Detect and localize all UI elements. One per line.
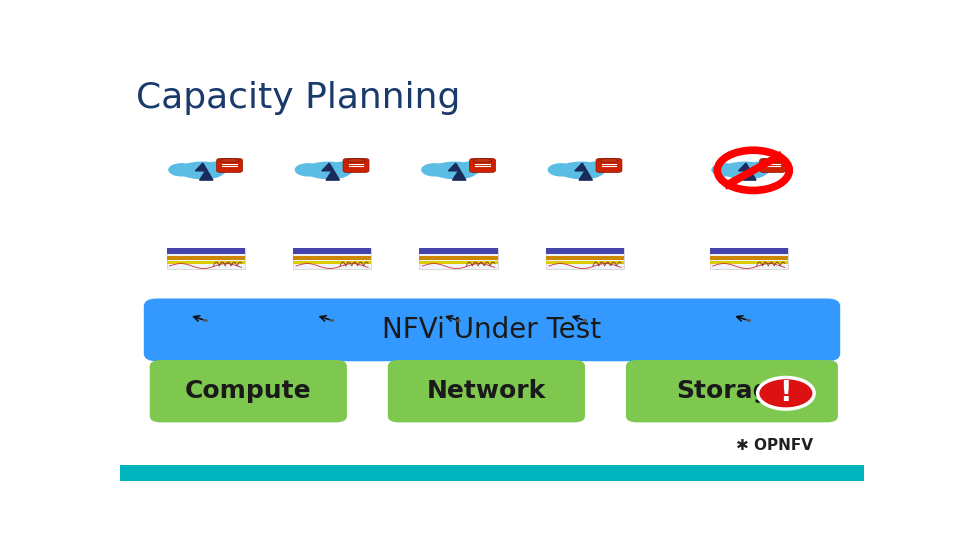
Bar — [293, 261, 372, 265]
Bar — [293, 248, 372, 268]
Ellipse shape — [304, 161, 352, 179]
Text: ✱ OPNFV: ✱ OPNFV — [736, 438, 813, 453]
Bar — [166, 248, 245, 254]
Text: !: ! — [780, 379, 792, 407]
Ellipse shape — [473, 158, 492, 163]
Wedge shape — [424, 307, 444, 321]
Polygon shape — [196, 163, 213, 180]
Bar — [546, 256, 624, 260]
Ellipse shape — [421, 163, 448, 177]
Text: Storage: Storage — [676, 379, 788, 403]
Wedge shape — [714, 307, 734, 321]
Bar — [420, 248, 497, 254]
Wedge shape — [762, 307, 783, 321]
Wedge shape — [472, 307, 492, 321]
Wedge shape — [181, 301, 205, 313]
Bar — [709, 256, 788, 260]
Wedge shape — [220, 307, 240, 321]
Ellipse shape — [460, 161, 480, 172]
Circle shape — [583, 319, 588, 322]
Ellipse shape — [721, 161, 769, 179]
Bar — [709, 248, 788, 268]
Bar — [166, 256, 245, 260]
Bar — [709, 261, 788, 265]
Ellipse shape — [587, 161, 607, 172]
Wedge shape — [205, 301, 229, 313]
Ellipse shape — [438, 170, 474, 179]
Circle shape — [204, 319, 208, 322]
Circle shape — [757, 377, 814, 409]
Bar — [546, 248, 624, 268]
Wedge shape — [561, 301, 585, 313]
Bar — [293, 256, 372, 260]
Polygon shape — [322, 163, 340, 180]
Circle shape — [746, 319, 751, 322]
Ellipse shape — [557, 161, 606, 179]
Ellipse shape — [711, 163, 738, 177]
Wedge shape — [551, 307, 571, 321]
Text: NFVi Under Test: NFVi Under Test — [382, 316, 602, 344]
Ellipse shape — [750, 161, 771, 172]
Wedge shape — [599, 307, 619, 321]
Wedge shape — [308, 301, 332, 313]
Bar — [120, 465, 864, 481]
Circle shape — [329, 319, 334, 322]
Wedge shape — [749, 301, 773, 313]
Text: Capacity Planning: Capacity Planning — [136, 82, 461, 116]
Ellipse shape — [206, 161, 228, 172]
Ellipse shape — [168, 163, 195, 177]
Bar — [420, 261, 497, 265]
FancyBboxPatch shape — [217, 158, 243, 172]
Polygon shape — [575, 163, 592, 180]
Text: Network: Network — [427, 379, 546, 403]
Bar — [420, 256, 497, 260]
Wedge shape — [459, 301, 483, 313]
Polygon shape — [738, 163, 756, 180]
Ellipse shape — [431, 161, 479, 179]
Bar — [166, 248, 245, 268]
Bar — [546, 248, 624, 254]
Bar — [709, 248, 788, 254]
Polygon shape — [448, 163, 466, 180]
Text: Compute: Compute — [185, 379, 312, 403]
Wedge shape — [585, 301, 610, 313]
Bar — [293, 248, 372, 254]
FancyBboxPatch shape — [626, 360, 838, 422]
Wedge shape — [725, 301, 749, 313]
Bar — [546, 261, 624, 265]
FancyBboxPatch shape — [343, 158, 369, 172]
Bar — [166, 261, 245, 265]
FancyBboxPatch shape — [144, 299, 840, 361]
Ellipse shape — [333, 161, 354, 172]
Ellipse shape — [185, 170, 222, 179]
Ellipse shape — [295, 163, 322, 177]
FancyBboxPatch shape — [150, 360, 347, 422]
Ellipse shape — [178, 161, 227, 179]
Wedge shape — [346, 307, 367, 321]
Ellipse shape — [547, 163, 574, 177]
Ellipse shape — [221, 158, 239, 163]
Wedge shape — [171, 307, 192, 321]
Ellipse shape — [600, 158, 618, 163]
Wedge shape — [298, 307, 318, 321]
Ellipse shape — [311, 170, 348, 179]
Circle shape — [456, 319, 461, 322]
Bar — [420, 248, 497, 268]
Ellipse shape — [763, 158, 781, 163]
Wedge shape — [332, 301, 356, 313]
Ellipse shape — [347, 158, 365, 163]
FancyBboxPatch shape — [596, 158, 622, 172]
FancyBboxPatch shape — [759, 158, 785, 172]
FancyBboxPatch shape — [388, 360, 585, 422]
Wedge shape — [434, 301, 459, 313]
Ellipse shape — [728, 170, 765, 179]
FancyBboxPatch shape — [469, 158, 495, 172]
Ellipse shape — [564, 170, 601, 179]
